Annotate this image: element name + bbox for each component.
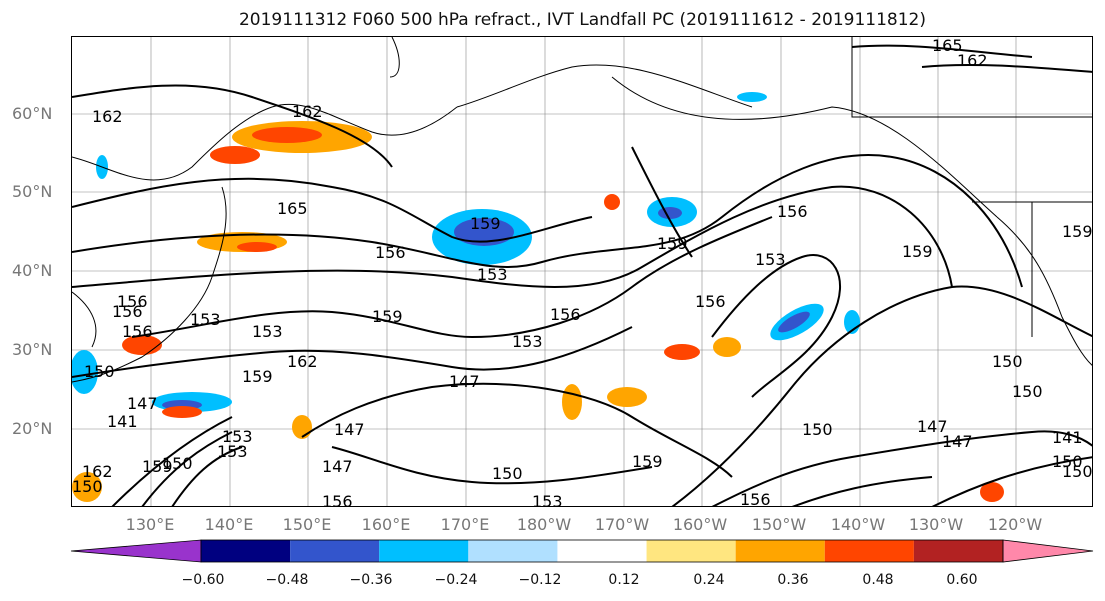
lat-label: 40°N <box>12 261 53 280</box>
colorbar-tick-label: 0.24 <box>693 572 725 588</box>
contour-label: 153 <box>190 310 221 329</box>
lat-label: 60°N <box>12 104 53 123</box>
contour-label: 165 <box>932 37 963 55</box>
lon-label: 120°W <box>987 515 1043 534</box>
colorbar-tick-label: 0.36 <box>777 572 809 588</box>
colorbar-segment <box>290 540 380 562</box>
lat-label: 50°N <box>12 182 53 201</box>
colorbar-segment <box>824 540 914 562</box>
contour-label: 150 <box>1062 462 1093 481</box>
lon-label: 160°W <box>672 515 728 534</box>
map-canvas: 162 162 165 162 165 159 156 153 159 156 … <box>72 37 1093 507</box>
colorbar-tick-label: 0.60 <box>946 572 978 588</box>
contour-label: 150 <box>492 464 523 483</box>
ivt-anomaly-fills <box>72 92 1004 502</box>
lon-label: 160°E <box>361 515 411 534</box>
contour-label: 159 <box>657 234 688 253</box>
contour-labels: 162 162 165 162 165 159 156 153 159 156 … <box>72 37 1093 507</box>
lon-label: 180°W <box>516 515 572 534</box>
lon-label: 140°E <box>204 515 254 534</box>
contours <box>72 44 1092 506</box>
contour-label: 147 <box>917 417 948 436</box>
contour-label: 150 <box>84 362 115 381</box>
contour-label: 159 <box>372 307 403 326</box>
contour-label: 147 <box>334 420 365 439</box>
colorbar-segment <box>201 540 291 562</box>
contour-label: 153 <box>252 322 283 341</box>
contour-label: 162 <box>957 51 988 70</box>
contour-label: 150 <box>1052 452 1083 471</box>
contour-label: 153 <box>222 427 253 446</box>
colorbar-segment <box>557 540 647 562</box>
contour-label: 159 <box>142 457 173 476</box>
contour-label: 156 <box>117 292 148 311</box>
contour-label: 162 <box>292 102 323 121</box>
contour-label: 156 <box>122 322 153 341</box>
contour-label: 150 <box>162 454 193 473</box>
colorbar-segment <box>735 540 825 562</box>
contour-label: 159 <box>242 367 273 386</box>
contour-label: 159 <box>902 242 933 261</box>
colorbar-tick-label: −0.24 <box>434 572 478 588</box>
colorbar-tick-label: 0.12 <box>608 572 640 588</box>
lon-label: 130°E <box>125 515 175 534</box>
colorbar-tick-label: −0.36 <box>349 572 393 588</box>
contour-label: 147 <box>942 432 973 451</box>
contour-label: 153 <box>217 442 248 461</box>
colorbar-tick-label: −0.12 <box>518 572 562 588</box>
contour-label: 162 <box>82 462 113 481</box>
colorbar-segment <box>1002 539 1094 563</box>
contour-label: 153 <box>532 492 563 507</box>
lon-label: 170°E <box>440 515 490 534</box>
contour-label: 156 <box>740 490 771 507</box>
contour-label: 141 <box>107 412 138 431</box>
colorbar-segments <box>70 539 1094 563</box>
lon-label: 130°W <box>908 515 964 534</box>
map-title: 2019111312 F060 500 hPa refract., IVT La… <box>238 10 926 30</box>
lon-label: 150°W <box>751 515 807 534</box>
contour-label: 147 <box>449 372 480 391</box>
contour-label: 147 <box>127 394 158 413</box>
contour-label: 150 <box>992 352 1023 371</box>
colorbar-tick-label: −0.48 <box>265 572 309 588</box>
colorbar-segment <box>70 539 202 563</box>
contour-label: 153 <box>477 265 508 284</box>
lon-label: 140°W <box>830 515 886 534</box>
lon-label: 150°E <box>282 515 332 534</box>
contour-label: 150 <box>802 420 833 439</box>
contour-label: 156 <box>550 305 581 324</box>
contour-label: 162 <box>287 352 318 371</box>
contour-label: 165 <box>277 199 308 218</box>
contour-label: 156 <box>322 492 353 507</box>
contour-label: 147 <box>322 457 353 476</box>
lat-label: 20°N <box>12 419 53 438</box>
lon-label: 170°W <box>594 515 650 534</box>
contour-label: 153 <box>512 332 543 351</box>
colorbar-border <box>200 539 1004 563</box>
contour-label: 150 <box>72 477 103 496</box>
contour-label: 141 <box>1052 428 1083 447</box>
contour-label: 156 <box>375 243 406 262</box>
coastlines <box>72 37 1092 383</box>
map-panel: 162 162 165 162 165 159 156 153 159 156 … <box>71 36 1093 507</box>
colorbar-segment <box>379 540 469 562</box>
contour-label: 156 <box>777 202 808 221</box>
colorbar-segment <box>913 540 1003 562</box>
graticule <box>72 37 1092 506</box>
contour-label: 159 <box>1062 222 1093 241</box>
contour-label: 150 <box>1012 382 1043 401</box>
contour-label: 159 <box>470 214 501 233</box>
colorbar-tick-label: 0.48 <box>862 572 894 588</box>
contour-label: 162 <box>92 107 123 126</box>
colorbar-segment <box>468 540 558 562</box>
contour-label: 159 <box>632 452 663 471</box>
contour-label: 153 <box>755 250 786 269</box>
colorbar-segment <box>646 540 736 562</box>
lat-label: 30°N <box>12 340 53 359</box>
colorbar-tick-label: −0.60 <box>181 572 225 588</box>
contour-label: 156 <box>695 292 726 311</box>
contour-label: 156 <box>112 302 143 321</box>
